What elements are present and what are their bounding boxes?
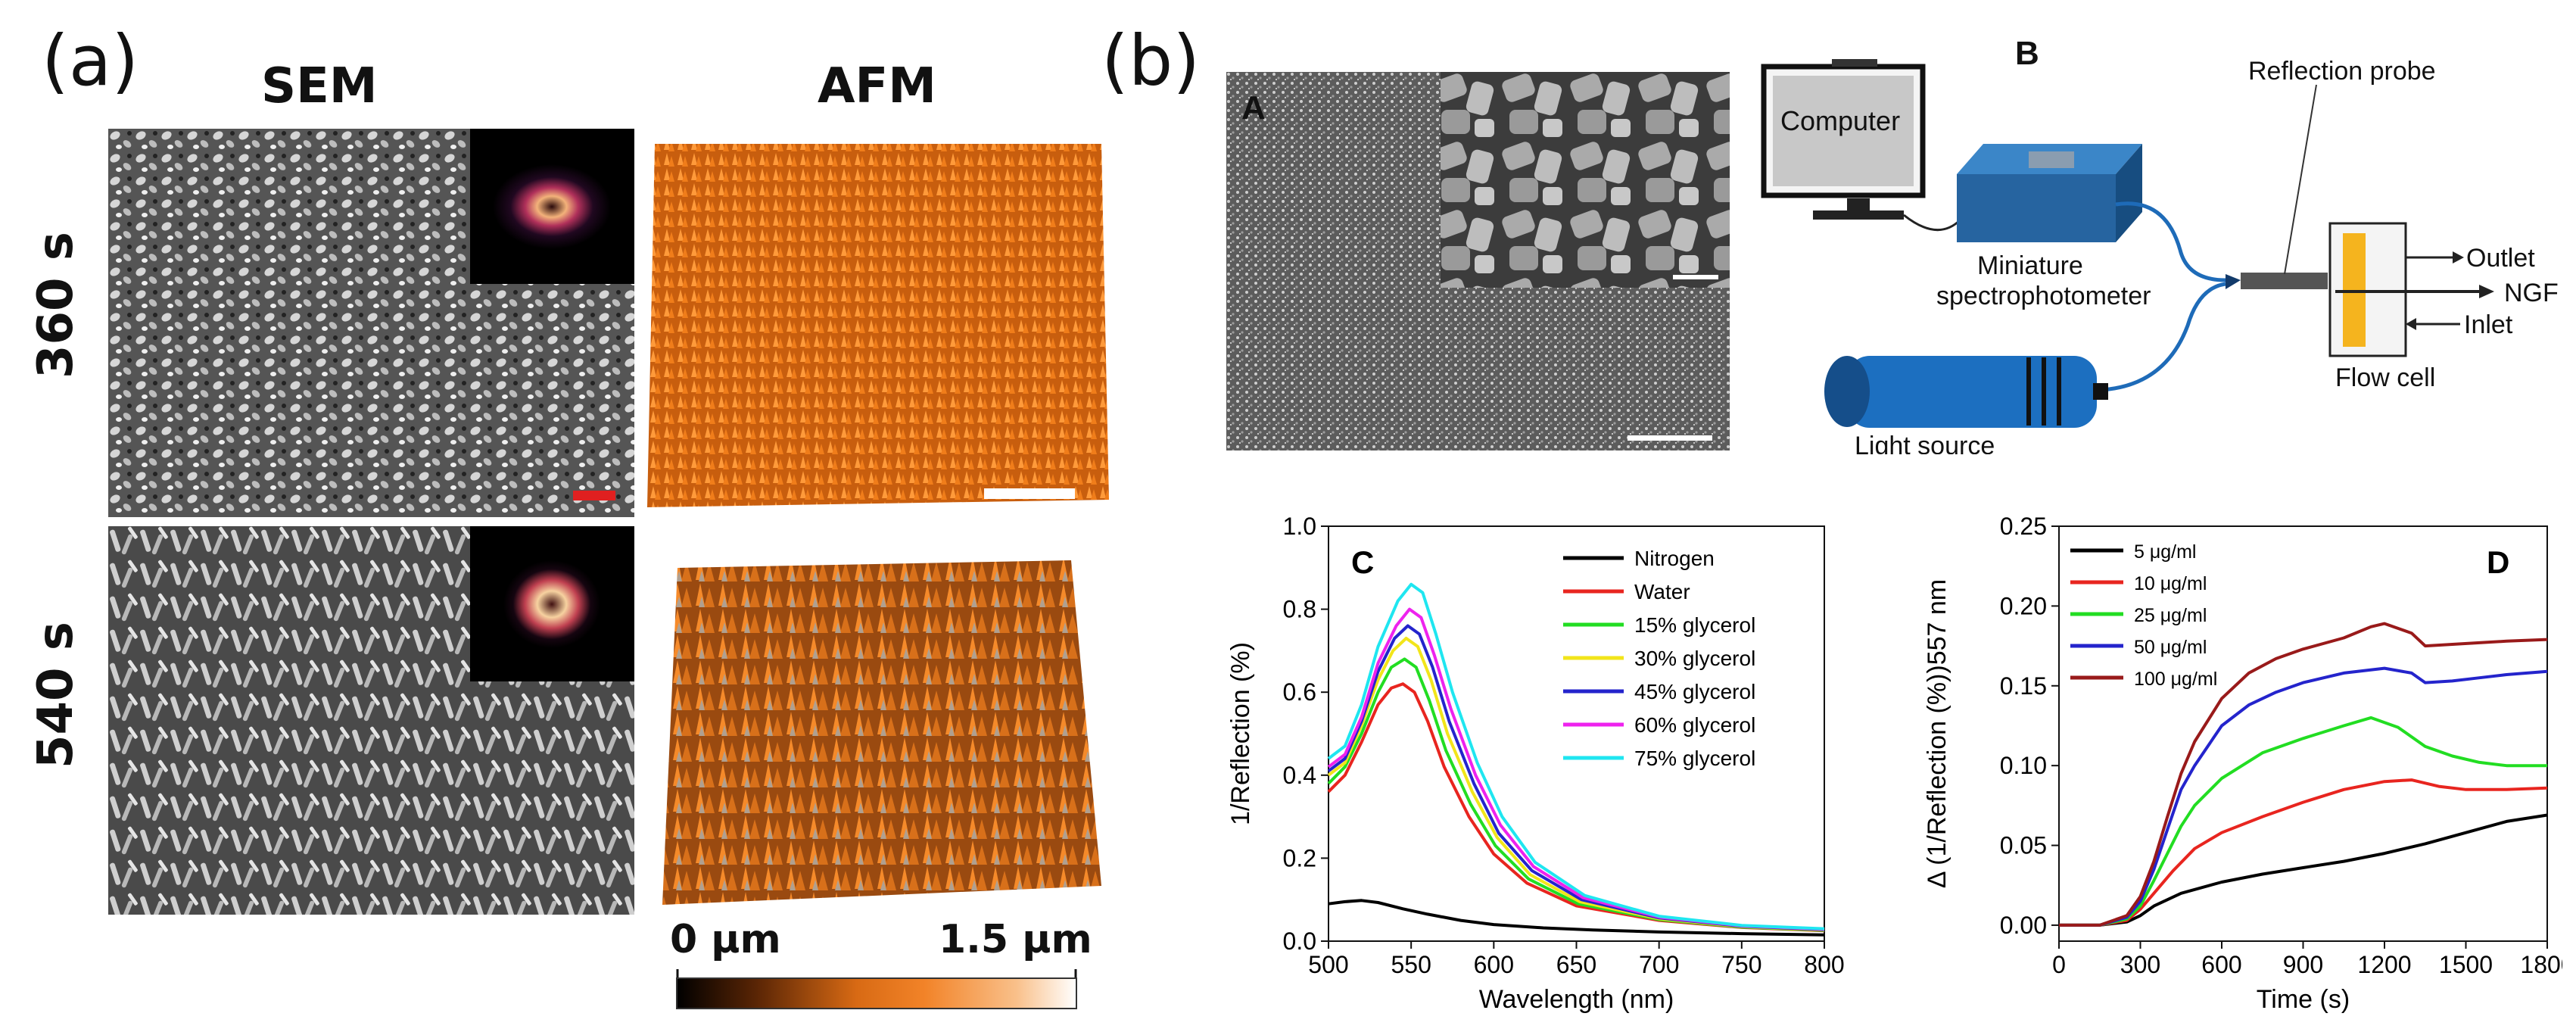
legend-entry: 45% glycerol [1634,680,1755,703]
x-tick-label: 500 [1308,951,1348,978]
series-line-2 [1327,682,1825,933]
computer-label: Computer [1780,105,1900,136]
colorbar-min-label: 0 μm [670,917,781,962]
x-tick-label: 600 [2201,951,2241,978]
row-label-360s: 360 s [28,232,84,379]
ngf-label: NGF [2504,279,2559,307]
series-line-1 [1328,899,1825,937]
legend-entry: 50 μg/ml [2134,637,2207,658]
y-tick-label: 1.0 [1283,513,1316,540]
x-tick-label: 300 [2120,951,2160,978]
colorbar-max-label: 1.5 μm [939,917,1092,962]
series-line-4 [2059,666,2548,927]
spectro-label-line1: Miniature [1977,251,2083,280]
sem-image-A [1226,72,1730,451]
series-line-5 [1327,624,1825,931]
panel-b-label: (b) [1101,20,1201,101]
flow-cell-diagram: B Computer Miniature spectrophotometer L… [1761,35,2559,454]
chart-panel-letter: C [1351,544,1374,580]
sem-image-540s [108,526,634,915]
chart-c-reflection-spectra: 500 550 600 650 700 750 800 0.0 0.2 0.4 0.6 0.8 1.0 N… [1226,513,1845,1014]
computer-icon [1761,59,1926,220]
x-tick-label: 650 [1556,951,1596,978]
series-line-7 [1327,582,1825,931]
x-tick-label: 0 [2052,951,2066,978]
x-tick-label: 900 [2283,951,2323,978]
series-line-4 [1327,637,1825,932]
scale-bar-white [984,488,1075,499]
y-tick-label: 0.10 [2000,752,2047,779]
legend-entry: 25 μg/ml [2134,605,2207,626]
legend-entry: 60% glycerol [1634,713,1755,737]
legend-entry: 5 μg/ml [2134,541,2196,563]
chart-panel-letter: D [2487,544,2509,580]
y-tick-label: 0.4 [1283,762,1316,789]
sem-column-header: SEM [261,58,378,114]
y-tick-label: 0.20 [2000,592,2047,619]
x-tick-label: 800 [1804,951,1844,978]
inlet-label: Inlet [2464,310,2513,339]
y-tick-label: 0.6 [1283,678,1316,706]
light-source-label: Light source [1855,432,1995,454]
subpanel-A-label: A [1241,89,1266,126]
afm-column-header: AFM [818,58,936,114]
panel-a-label: (a) [42,20,139,101]
y-axis-label: Δ (1/Reflection (%))557 nm [1923,579,1951,888]
legend-entry: 15% glycerol [1634,613,1755,637]
x-tick-label: 550 [1391,951,1431,978]
row-label-540s: 540 s [28,622,84,769]
scale-bar-red [573,491,615,500]
legend-entry: 100 μg/ml [2134,669,2217,690]
x-axis-label: Time (s) [2257,985,2350,1014]
y-tick-label: 0.00 [2000,912,2047,939]
plot-frame [2058,525,2548,942]
y-tick-label: 0.2 [1283,844,1316,871]
outlet-label: Outlet [2466,244,2535,273]
x-tick-label: 1200 [2357,951,2411,978]
y-tick-label: 0.05 [2000,832,2047,859]
reflection-probe-icon [2241,273,2328,289]
legend-entry: Water [1634,580,1690,603]
series-line-3 [2059,716,2547,927]
legend-entry: 30% glycerol [1634,647,1755,670]
x-tick-label: 1500 [2439,951,2493,978]
x-axis-label: Wavelength (nm) [1479,985,1674,1014]
series-line-6 [1327,607,1825,931]
y-tick-label: 0.8 [1283,596,1316,623]
legend-entry: 75% glycerol [1634,747,1755,770]
flow-cell-icon [2328,222,2494,357]
series-line-1 [2059,813,2548,927]
x-tick-label: 600 [1474,951,1514,978]
spectro-label-line2: spectrophotometer [1936,282,2151,310]
spectrophotometer-icon [1957,144,2142,242]
series-line-5 [2059,622,2548,927]
afm-image-360s [647,144,1109,507]
y-axis-label: 1/Reflection (%) [1226,642,1255,825]
legend-entry: 10 μg/ml [2134,573,2207,594]
height-colorbar [676,969,1077,1009]
diagram-label-B: B [2015,35,2039,72]
series-line-2 [2059,778,2548,927]
flow-cell-label: Flow cell [2335,363,2435,392]
y-tick-label: 0.15 [2000,672,2047,700]
x-tick-label: 750 [1721,951,1761,978]
series-line-3 [1327,657,1825,932]
sem-image-360s [108,129,634,517]
sem-inset-A [1441,72,1730,288]
y-tick-label: 0.0 [1283,928,1316,955]
legend-entry: Nitrogen [1634,547,1715,570]
light-source-icon [1824,356,2108,428]
reflection-probe-label: Reflection probe [2248,57,2436,86]
afm-image-540s [662,560,1101,905]
y-tick-label: 0.25 [2000,513,2047,540]
x-tick-label: 700 [1639,951,1679,978]
